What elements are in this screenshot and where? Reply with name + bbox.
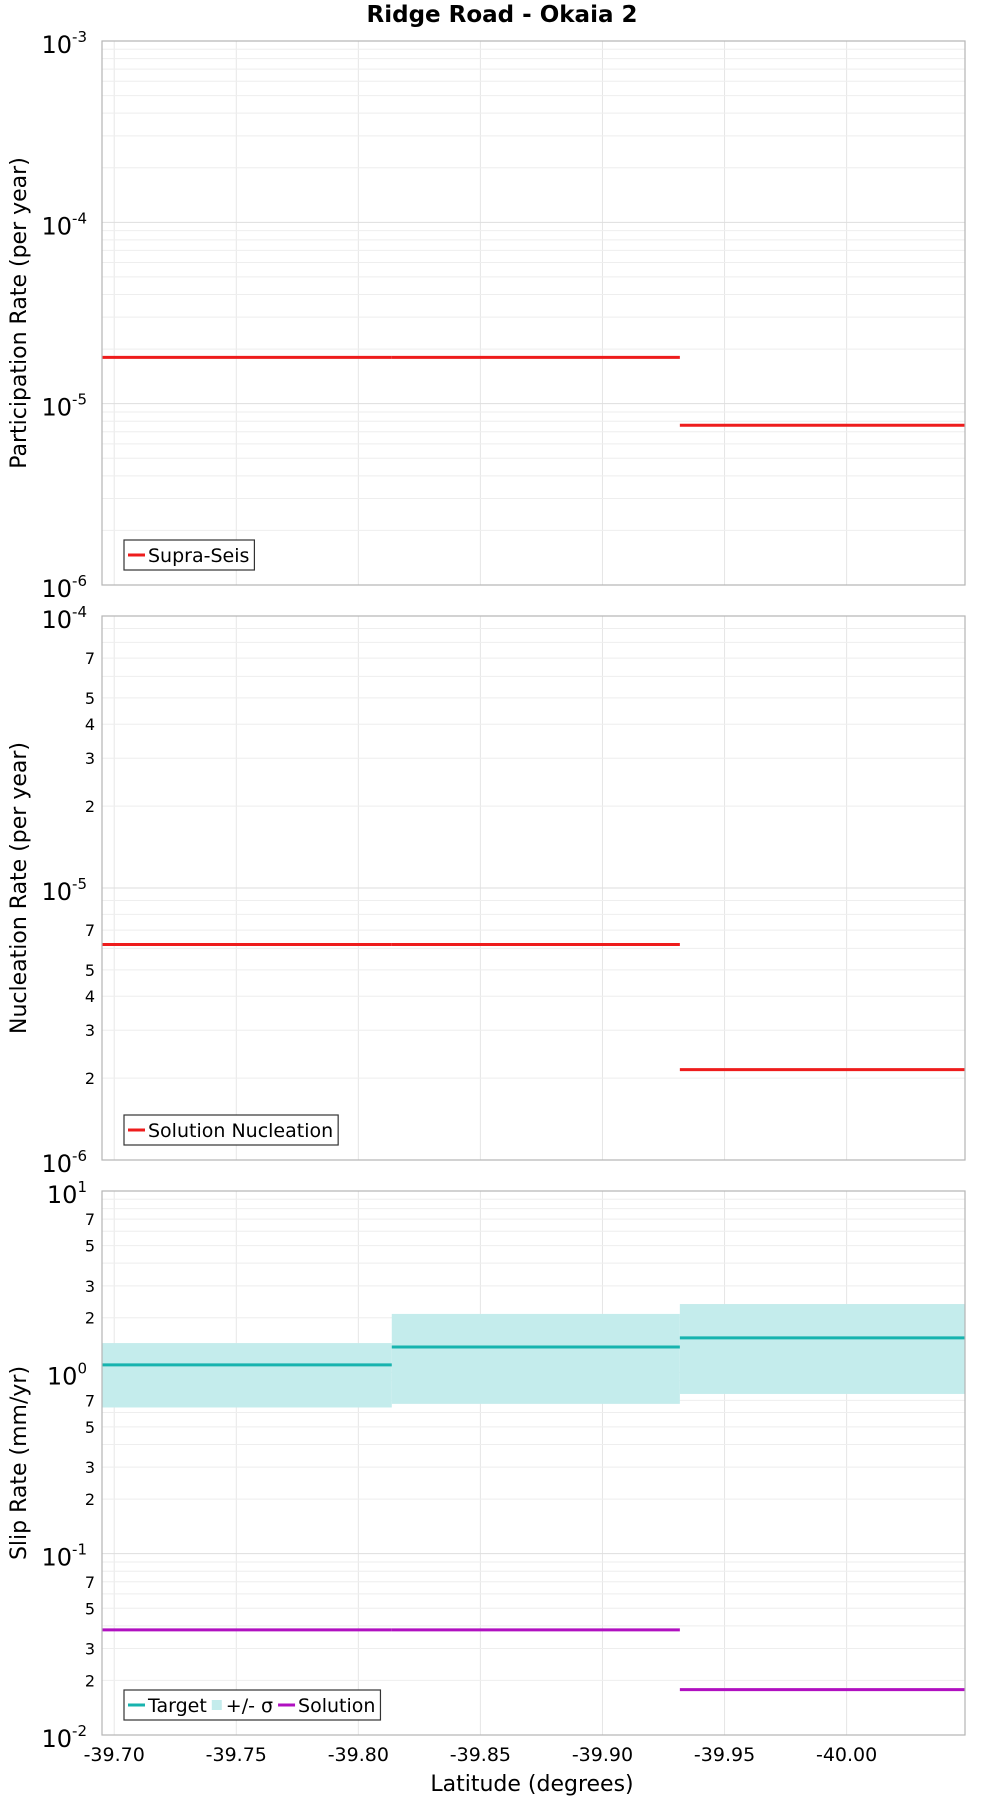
legend: Supra-Seis	[123, 539, 256, 571]
y-minor-tick-label: 2	[85, 1671, 95, 1690]
x-tick-label: -39.75	[206, 1744, 267, 1766]
sigma-band-segment	[391, 1313, 680, 1404]
x-tick-label: -39.70	[84, 1744, 145, 1766]
y-tick-base: 10	[41, 1150, 72, 1178]
y-tick-label: 10-2	[41, 1722, 87, 1753]
legend-frame	[123, 1689, 382, 1721]
y-tick-base: 10	[47, 1181, 78, 1209]
plot-frame	[101, 615, 966, 1161]
legend-label: +/- σ	[226, 1695, 273, 1717]
legend: Solution Nucleation	[123, 1114, 339, 1146]
y-tick-exponent: -4	[72, 209, 87, 227]
legend-label: Solution	[298, 1695, 375, 1717]
y-axis-label: Slip Rate (mm/yr)	[7, 1366, 32, 1560]
sigma-band-segment	[102, 1343, 392, 1408]
y-tick-label: 100	[47, 1359, 87, 1390]
y-tick-base: 10	[41, 212, 72, 240]
plot-area	[102, 41, 965, 585]
y-tick-label: 10-1	[41, 1541, 87, 1572]
y-tick-label: 10-6	[41, 1147, 87, 1178]
y-tick-label: 10-4	[41, 603, 87, 634]
x-tick-label: -39.80	[328, 1744, 389, 1766]
y-axis-label: Participation Rate (per year)	[7, 157, 32, 469]
y-tick-exponent: -1	[72, 1541, 87, 1559]
plot-frame	[101, 1190, 966, 1736]
y-minor-tick-label: 2	[85, 797, 95, 816]
y-tick-base: 10	[41, 1544, 72, 1572]
y-tick-base: 10	[41, 31, 72, 59]
y-tick-label: 10-5	[41, 875, 87, 906]
y-tick-exponent: -4	[72, 603, 87, 621]
x-tick-label: -39.95	[694, 1744, 755, 1766]
x-axis-label: Latitude (degrees)	[430, 1772, 633, 1797]
legend-frame	[123, 539, 256, 571]
y-tick-exponent: -6	[72, 572, 87, 590]
y-tick-base: 10	[47, 1362, 78, 1390]
y-minor-tick-label: 5	[85, 1418, 95, 1437]
x-tick-label: -39.90	[572, 1744, 633, 1766]
y-minor-tick-label: 3	[85, 749, 95, 768]
x-tick-label: -39.85	[450, 1744, 511, 1766]
y-tick-label: 10-3	[41, 28, 87, 59]
chart-title: Ridge Road - Okaia 2	[367, 2, 638, 28]
y-tick-label: 101	[47, 1178, 87, 1209]
y-minor-tick-label: 3	[85, 1458, 95, 1477]
y-tick-label: 10-6	[41, 572, 87, 603]
y-tick-label: 10-5	[41, 391, 87, 422]
y-tick-exponent: 1	[77, 1178, 87, 1196]
plot-frame	[101, 40, 966, 586]
y-minor-tick-label: 5	[85, 1237, 95, 1256]
y-minor-tick-label: 7	[85, 1210, 95, 1229]
legend-frame	[123, 1114, 339, 1146]
y-minor-tick-label: 4	[85, 987, 95, 1006]
y-tick-base: 10	[41, 1725, 72, 1753]
y-tick-exponent: -2	[72, 1722, 87, 1740]
y-minor-tick-label: 5	[85, 1599, 95, 1618]
legend-label: Supra-Seis	[148, 545, 249, 567]
y-tick-exponent: -6	[72, 1147, 87, 1165]
y-minor-tick-label: 5	[85, 961, 95, 980]
legend: Target +/- σ Solution	[123, 1689, 382, 1721]
y-minor-tick-label: 4	[85, 715, 95, 734]
y-tick-base: 10	[41, 606, 72, 634]
y-minor-tick-label: 3	[85, 1021, 95, 1040]
y-minor-tick-label: 7	[85, 1391, 95, 1410]
y-minor-tick-label: 7	[85, 649, 95, 668]
y-tick-exponent: -3	[72, 28, 87, 46]
y-tick-base: 10	[41, 575, 72, 603]
sigma-band-segment	[679, 1304, 965, 1394]
y-tick-exponent: -5	[72, 875, 87, 893]
y-minor-tick-label: 3	[85, 1277, 95, 1296]
y-tick-label: 10-4	[41, 209, 87, 240]
y-minor-tick-label: 3	[85, 1639, 95, 1658]
y-tick-base: 10	[41, 394, 72, 422]
y-minor-tick-label: 2	[85, 1490, 95, 1509]
plot-area	[102, 1191, 965, 1735]
y-minor-tick-label: 2	[85, 1069, 95, 1088]
legend-label: Solution Nucleation	[148, 1120, 333, 1142]
y-minor-tick-label: 7	[85, 921, 95, 940]
y-minor-tick-label: 5	[85, 689, 95, 708]
y-minor-tick-label: 7	[85, 1573, 95, 1592]
y-tick-exponent: 0	[77, 1359, 87, 1377]
y-axis-label: Nucleation Rate (per year)	[7, 742, 32, 1034]
y-tick-exponent: -5	[72, 391, 87, 409]
y-minor-tick-label: 2	[85, 1309, 95, 1328]
y-tick-base: 10	[41, 878, 72, 906]
legend-swatch	[211, 1700, 222, 1710]
x-tick-label: -40.00	[816, 1744, 877, 1766]
legend-label: Target	[147, 1695, 207, 1717]
